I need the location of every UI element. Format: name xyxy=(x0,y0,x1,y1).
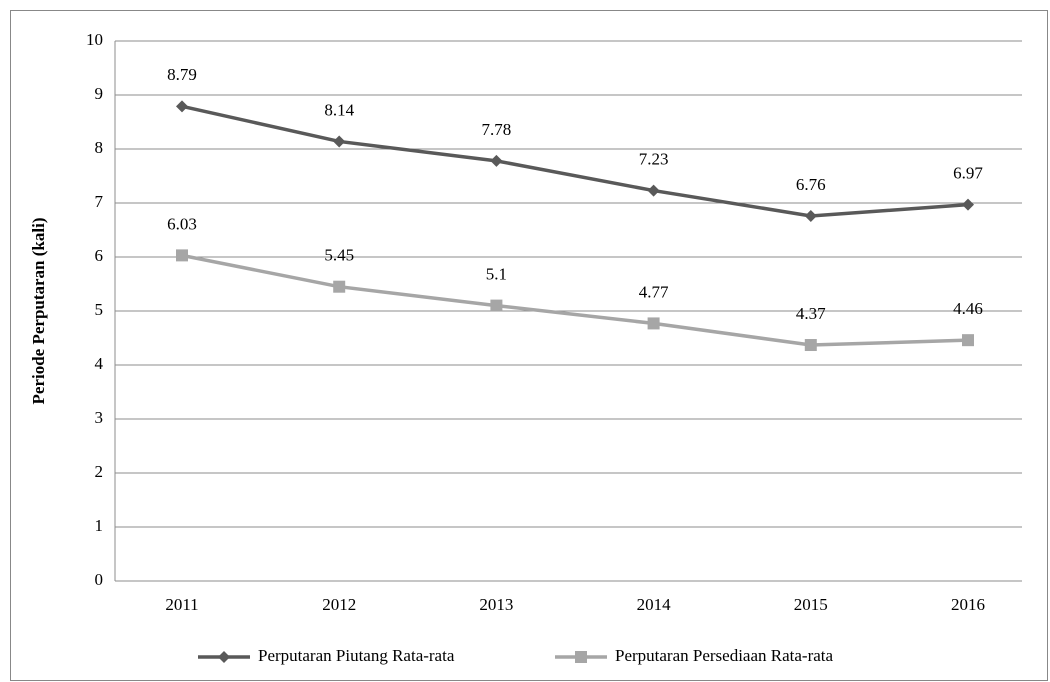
data-label: 4.37 xyxy=(796,304,826,323)
data-label: 4.77 xyxy=(639,282,669,301)
data-point xyxy=(176,100,188,113)
y-tick-label: 3 xyxy=(95,408,104,427)
data-point xyxy=(333,280,346,293)
legend-label: Perputaran Piutang Rata-rata xyxy=(258,646,455,665)
data-point xyxy=(962,334,974,347)
data-point xyxy=(804,339,817,352)
data-label: 6.97 xyxy=(953,164,983,183)
legend-marker xyxy=(575,651,587,663)
x-tick-label: 2011 xyxy=(165,595,198,614)
data-label: 5.1 xyxy=(486,265,507,284)
x-tick-label: 2016 xyxy=(951,595,985,614)
data-label: 6.03 xyxy=(167,214,197,233)
data-label: 7.23 xyxy=(639,149,669,168)
data-label: 8.14 xyxy=(324,100,354,119)
data-label: 4.46 xyxy=(953,299,983,318)
y-tick-label: 8 xyxy=(95,138,104,157)
legend-label: Perputaran Persediaan Rata-rata xyxy=(615,646,834,665)
x-tick-label: 2015 xyxy=(794,595,828,614)
data-point xyxy=(647,184,660,197)
y-tick-label: 4 xyxy=(95,354,104,373)
data-point xyxy=(962,198,974,211)
data-label: 8.79 xyxy=(167,65,197,84)
y-axis-title: Periode Perputaran (kali) xyxy=(29,218,48,405)
y-tick-label: 2 xyxy=(95,462,104,481)
data-point xyxy=(804,209,817,222)
x-tick-label: 2012 xyxy=(322,595,356,614)
y-tick-label: 6 xyxy=(95,246,104,265)
chart-frame xyxy=(10,10,1048,681)
y-tick-label: 1 xyxy=(95,516,104,535)
data-point xyxy=(176,249,188,262)
series-line xyxy=(181,253,969,347)
x-tick-label: 2013 xyxy=(479,595,513,614)
data-point xyxy=(647,317,660,330)
y-tick-label: 10 xyxy=(86,30,103,49)
data-point xyxy=(490,299,503,312)
data-label: 5.45 xyxy=(324,246,354,265)
y-tick-label: 5 xyxy=(95,300,104,319)
y-tick-label: 0 xyxy=(95,570,104,589)
data-label: 7.78 xyxy=(482,120,512,139)
data-point xyxy=(490,154,503,167)
y-tick-label: 7 xyxy=(95,192,104,211)
data-label: 6.76 xyxy=(796,175,826,194)
x-tick-label: 2014 xyxy=(637,595,672,614)
y-tick-label: 9 xyxy=(95,84,104,103)
legend-marker xyxy=(218,651,230,663)
data-point xyxy=(333,135,346,148)
series-line xyxy=(181,104,969,218)
